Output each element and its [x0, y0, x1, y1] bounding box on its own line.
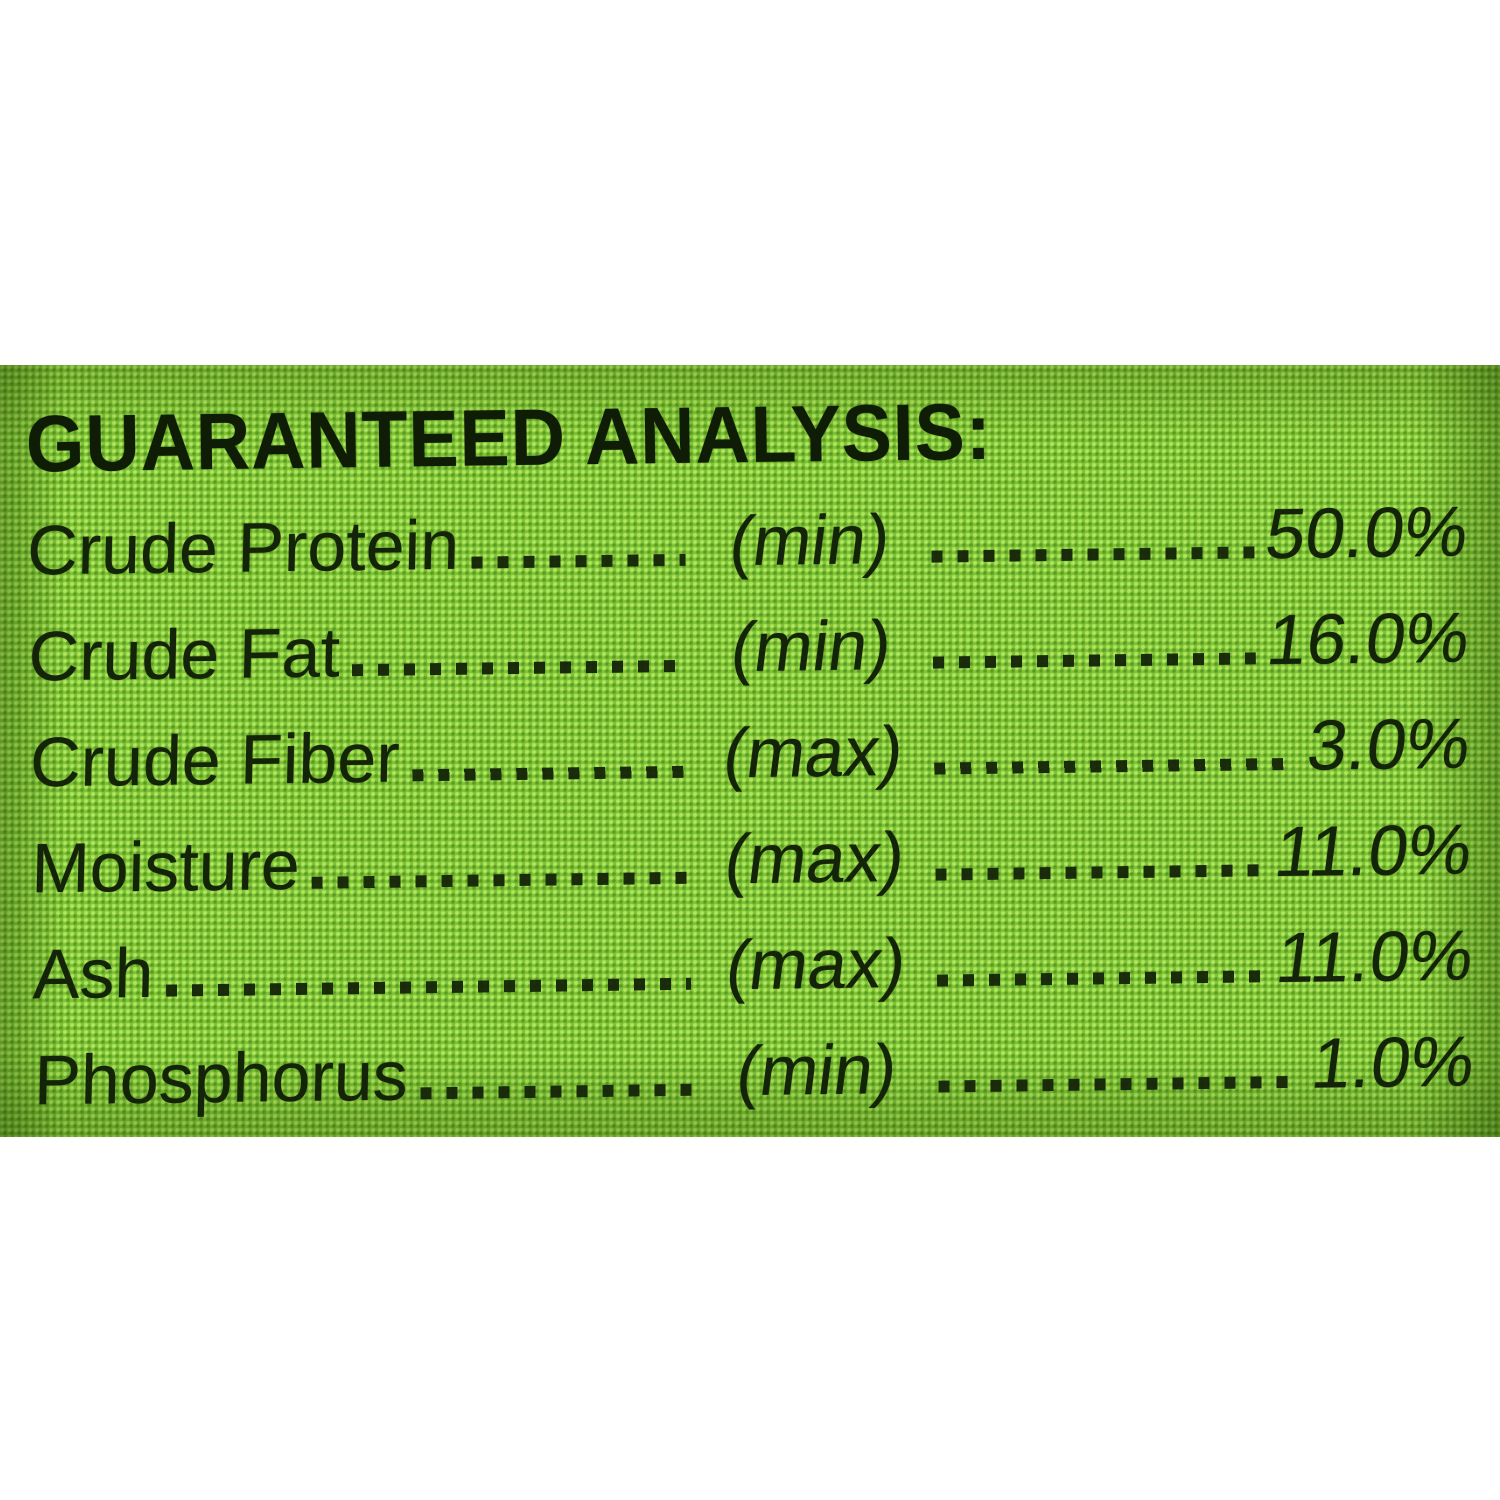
qualifier: (min) — [732, 1030, 902, 1111]
guaranteed-analysis-panel: GUARANTEED ANALYSIS: Crude Protein (min)… — [0, 365, 1500, 1137]
qualifier: (max) — [718, 711, 908, 793]
leader-dots — [931, 546, 1255, 563]
nutrient-row-crude-fiber: Crude Fiber (max) 3.0% — [29, 694, 1475, 819]
nutrient-name: Moisture — [30, 825, 301, 908]
leader-dots — [471, 553, 686, 569]
nutrient-value-cell: 3.0% — [1303, 694, 1475, 797]
nutrient-name-cell: Crude Protein — [26, 492, 700, 601]
nutrient-value-cell: 1.0% — [1307, 1012, 1479, 1115]
leader-dots — [165, 977, 692, 997]
qualifier-cell: (min) — [706, 1019, 929, 1122]
nutrient-row-crude-fat: Crude Fat (min) 16.0% — [28, 588, 1474, 713]
nutrient-name-cell: Crude Fat — [28, 598, 701, 707]
nutrient-value: 50.0% — [1260, 492, 1473, 575]
leader-dots — [312, 871, 690, 889]
leader-dots — [938, 1075, 1301, 1093]
nutrient-name-cell: Phosphorus — [33, 1022, 707, 1131]
qualifier-cell: (max) — [703, 807, 926, 910]
qualifier: (max) — [721, 923, 911, 1005]
qualifier-cell: (max) — [701, 701, 924, 804]
leader-dots — [936, 970, 1266, 987]
leader-cell — [924, 757, 1308, 775]
nutrient-row-moisture: Moisture (max) 11.0% — [31, 800, 1477, 925]
nutrient-name: Ash — [32, 933, 155, 1014]
nutrient-name: Crude Fiber — [29, 718, 401, 802]
leader-cell — [928, 1075, 1312, 1093]
nutrient-value-cell: 11.0% — [1270, 800, 1476, 904]
leader-cell — [921, 546, 1266, 563]
leader-cell — [927, 970, 1277, 987]
nutrient-value-cell: 11.0% — [1272, 906, 1478, 1010]
nutrient-name-cell: Crude Fiber — [29, 704, 702, 813]
leader-dots — [352, 659, 687, 677]
nutrient-name: Crude Protein — [26, 505, 461, 590]
nutrient-value: 16.0% — [1262, 598, 1474, 681]
leader-dots — [411, 765, 689, 782]
nutrient-value-cell: 50.0% — [1261, 482, 1472, 586]
leader-dots — [419, 1083, 693, 1100]
leader-cell — [926, 864, 1276, 881]
leader-cell — [923, 652, 1268, 669]
qualifier: (min) — [725, 500, 895, 581]
nutrient-value-cell: 16.0% — [1262, 588, 1473, 692]
nutrient-value: 1.0% — [1307, 1022, 1480, 1104]
nutrient-name: Phosphorus — [33, 1036, 409, 1120]
qualifier: (max) — [720, 817, 909, 899]
nutrient-row-ash: Ash (max) 11.0% — [32, 906, 1478, 1031]
nutrient-name-cell: Moisture — [31, 810, 704, 919]
leader-dots — [935, 864, 1264, 881]
leader-dots — [932, 652, 1256, 669]
leader-dots — [934, 757, 1297, 775]
nutrient-value: 11.0% — [1270, 810, 1477, 893]
nutrient-name-cell: Ash — [32, 916, 705, 1025]
nutrient-row-crude-protein: Crude Protein (min) 50.0% — [26, 482, 1472, 607]
qualifier-cell: (max) — [704, 913, 927, 1016]
nutrient-name: Crude Fat — [27, 613, 341, 696]
qualifier-cell: (min) — [699, 489, 922, 592]
nutrient-value: 11.0% — [1271, 916, 1478, 999]
nutrient-value: 3.0% — [1303, 704, 1476, 786]
guaranteed-analysis-title: GUARANTEED ANALYSIS: — [25, 386, 993, 489]
nutrient-row-phosphorus: Phosphorus (min) 1.0% — [33, 1012, 1479, 1137]
qualifier-cell: (min) — [700, 595, 923, 698]
guaranteed-analysis-content: GUARANTEED ANALYSIS: Crude Protein (min)… — [0, 365, 1500, 1137]
qualifier: (min) — [726, 606, 897, 687]
